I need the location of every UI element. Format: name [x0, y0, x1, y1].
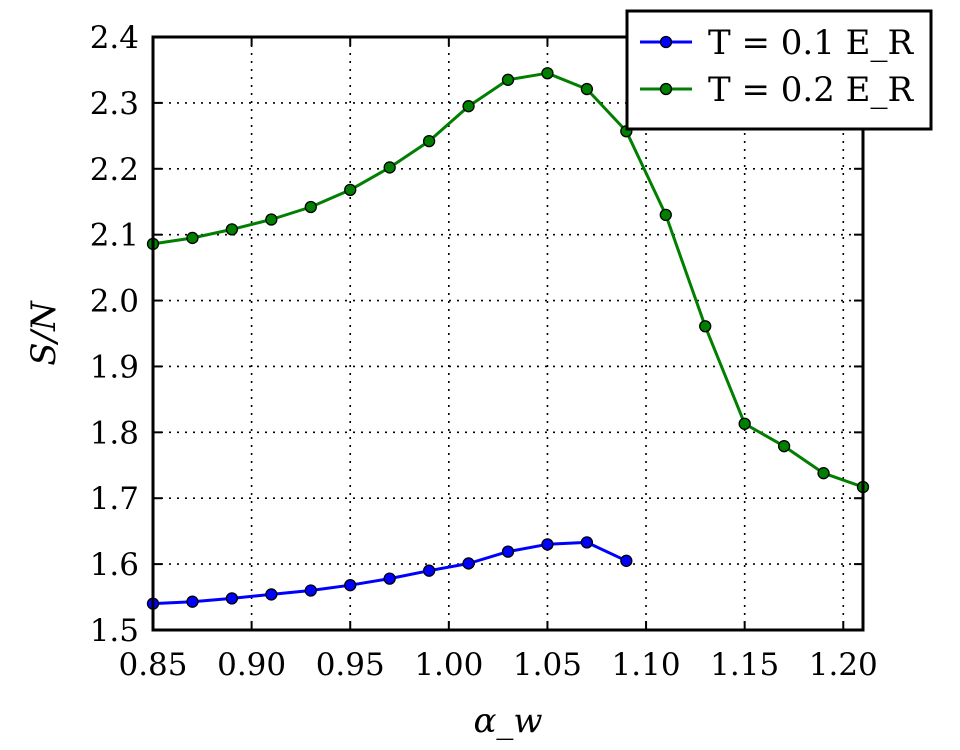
legend: T = 0.1 E_R T = 0.2 E_R [625, 9, 933, 131]
data-point [817, 467, 830, 480]
data-point [659, 208, 672, 222]
data-point [462, 100, 475, 113]
x-tick-label: 0.90 [217, 647, 286, 683]
data-point [462, 557, 475, 570]
legend-label-1: T = 0.2 E_R [708, 70, 914, 110]
data-point [304, 584, 317, 597]
x-tick-label: 1.05 [513, 647, 582, 683]
y-tick-label: 2.4 [90, 20, 139, 56]
data-point [777, 440, 791, 453]
data-point [344, 579, 357, 592]
data-point [541, 67, 554, 80]
y-tick-label: 2.0 [90, 284, 139, 320]
data-point [580, 536, 594, 549]
data-point [265, 213, 278, 226]
data-point [541, 538, 554, 551]
data-point [620, 554, 633, 567]
data-point [225, 223, 239, 236]
data-point [383, 572, 396, 585]
y-tick-label: 2.2 [90, 152, 139, 188]
y-tick-label: 2.1 [90, 218, 139, 254]
data-point [422, 564, 436, 577]
y-tick-label: 1.9 [90, 349, 139, 385]
legend-marker-1 [659, 82, 673, 96]
x-tick-label: 0.95 [316, 647, 385, 683]
y-tick-label: 1.5 [90, 613, 139, 649]
data-point [186, 231, 199, 245]
x-tick-label: 1.00 [414, 647, 483, 683]
x-tick-label: 1.20 [809, 647, 878, 683]
x-axis-label: α_w [473, 701, 542, 741]
y-axis-label: S/N [24, 300, 64, 366]
ticks: 0.85 0.90 0.95 1.00 1.05 1.10 1.15 1.20 1.5 1.6 1.… [90, 20, 878, 683]
data-point [738, 417, 751, 430]
data-point [304, 200, 317, 214]
series-layer [146, 67, 870, 610]
legend-label-0: T = 0.1 E_R [708, 23, 914, 63]
y-tick-label: 2.3 [90, 86, 139, 122]
data-point [186, 595, 199, 608]
data-point [265, 588, 278, 601]
data-point [344, 183, 357, 197]
legend-marker-0 [659, 35, 673, 49]
x-tick-label: 0.85 [118, 647, 187, 683]
data-point [422, 134, 436, 148]
data-point [383, 161, 396, 174]
y-tick-label: 1.7 [90, 481, 139, 517]
plot-frame [151, 35, 865, 632]
legend-box [625, 9, 933, 131]
data-point [225, 592, 239, 605]
y-tick-label: 1.6 [90, 547, 139, 583]
x-tick-label: 1.15 [710, 647, 779, 683]
data-point [580, 82, 594, 96]
data-point [501, 545, 515, 558]
data-point [501, 73, 515, 86]
data-point [699, 320, 712, 333]
x-tick-label: 1.10 [612, 647, 681, 683]
series-line-1 [152, 71, 864, 489]
y-tick-label: 1.8 [90, 415, 139, 451]
